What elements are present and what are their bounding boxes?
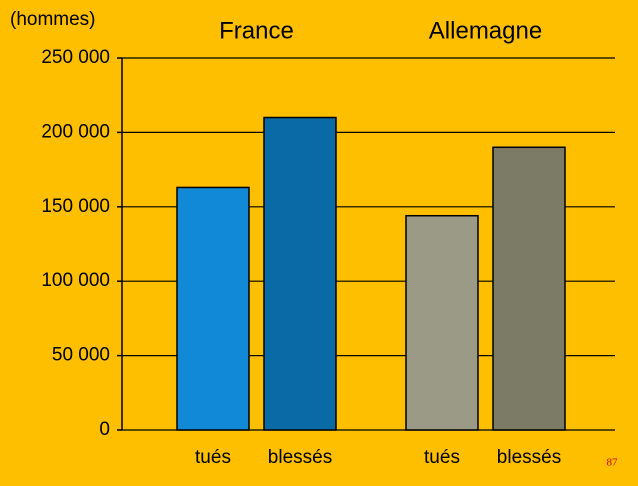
x-tick-label: tués	[195, 447, 231, 468]
bar	[263, 116, 337, 431]
y-tick-label: 100 000	[41, 270, 110, 291]
group-label: France	[219, 17, 294, 44]
y-axis-label: (hommes)	[10, 9, 96, 30]
page-number: 87	[607, 457, 619, 469]
x-tick-label: blessés	[497, 447, 561, 468]
y-tick-label: 50 000	[52, 345, 110, 366]
x-tick-label: tués	[424, 447, 460, 468]
y-tick-label: 150 000	[41, 196, 110, 217]
x-tick-label: blessés	[268, 447, 332, 468]
y-tick-label: 250 000	[41, 47, 110, 68]
y-tick-label: 200 000	[41, 121, 110, 142]
bar	[176, 186, 250, 431]
bar	[405, 214, 479, 431]
bar	[492, 146, 566, 431]
group-label: Allemagne	[429, 17, 542, 44]
y-tick-label: 0	[99, 419, 110, 440]
